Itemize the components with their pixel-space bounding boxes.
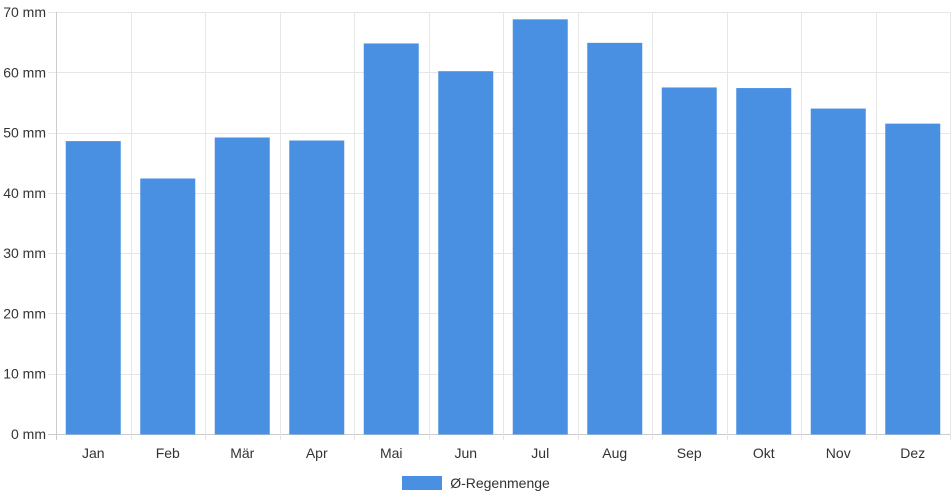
y-tick-label: 70 mm	[3, 4, 46, 20]
bar[interactable]	[214, 137, 270, 435]
x-tick-label: Sep	[677, 445, 702, 461]
x-tick-label: Jul	[531, 445, 549, 461]
y-tick-label: 10 mm	[3, 366, 46, 382]
bar[interactable]	[65, 141, 121, 435]
x-tick-label: Apr	[306, 445, 328, 461]
bar[interactable]	[885, 123, 941, 435]
x-tick-label: Jan	[82, 445, 105, 461]
bar[interactable]	[736, 88, 792, 435]
bar[interactable]	[363, 43, 419, 435]
x-tick-label: Nov	[826, 445, 851, 461]
x-tick-label: Okt	[753, 445, 775, 461]
x-tick-label: Dez	[900, 445, 925, 461]
bar[interactable]	[512, 19, 568, 435]
y-tick-label: 0 mm	[11, 426, 46, 442]
x-tick-label: Feb	[156, 445, 180, 461]
y-tick-label: 20 mm	[3, 305, 46, 321]
bar[interactable]	[289, 140, 345, 435]
x-tick-label: Aug	[602, 445, 627, 461]
bars	[65, 19, 941, 435]
y-tick-label: 50 mm	[3, 125, 46, 141]
x-tick-label: Mär	[230, 445, 254, 461]
bar[interactable]	[661, 87, 717, 435]
x-axis-ticks: Jan Feb Mär Apr Mai Jun Jul Aug Sep Okt Nov Dez	[82, 445, 925, 461]
y-tick-label: 60 mm	[3, 64, 46, 80]
y-tick-label: 30 mm	[3, 245, 46, 261]
legend-label[interactable]: Ø-Regenmenge	[450, 475, 550, 491]
legend[interactable]: Ø-Regenmenge	[0, 472, 952, 494]
y-axis-ticks: 0 mm 10 mm 20 mm 30 mm 40 mm 50 mm 60 mm 70 mm	[3, 4, 46, 442]
bar[interactable]	[810, 108, 866, 435]
bar[interactable]	[587, 42, 643, 435]
y-tick-label: 40 mm	[3, 185, 46, 201]
x-tick-label: Mai	[380, 445, 403, 461]
bar[interactable]	[438, 71, 494, 435]
legend-swatch[interactable]	[402, 476, 443, 490]
grid-lines	[48, 12, 951, 440]
bar[interactable]	[140, 178, 196, 435]
x-tick-label: Jun	[454, 445, 477, 461]
